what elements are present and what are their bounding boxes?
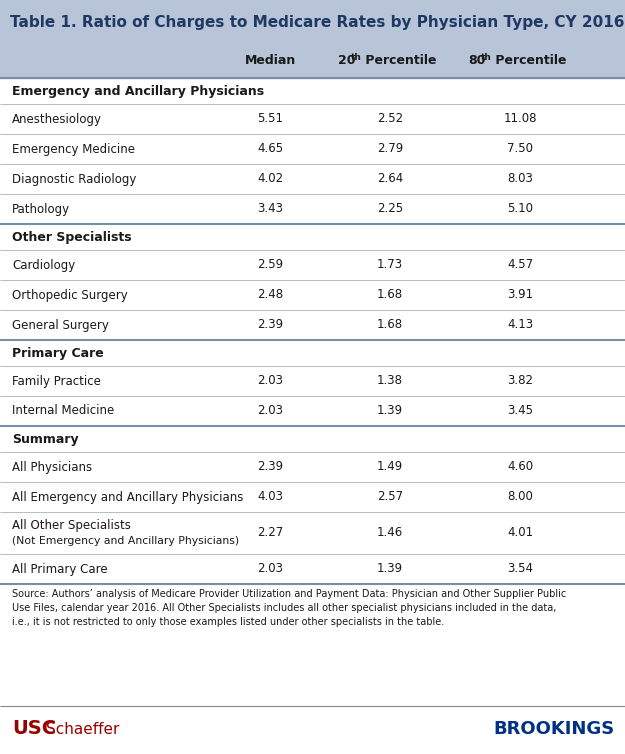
Text: 1.39: 1.39 [377,562,403,575]
Text: (Not Emergency and Ancillary Physicians): (Not Emergency and Ancillary Physicians) [12,535,239,546]
Text: 20: 20 [338,54,356,68]
Text: 2.52: 2.52 [377,112,403,125]
Text: 4.65: 4.65 [257,143,283,155]
Text: 1.68: 1.68 [377,289,403,302]
Text: Summary: Summary [12,433,79,446]
Text: All Emergency and Ancillary Physicians: All Emergency and Ancillary Physicians [12,491,243,504]
Text: 5.10: 5.10 [507,203,533,216]
Text: 2.25: 2.25 [377,203,403,216]
Text: 2.03: 2.03 [257,562,283,575]
Text: All Other Specialists: All Other Specialists [12,520,131,532]
Text: 4.13: 4.13 [507,318,533,332]
Text: Internal Medicine: Internal Medicine [12,404,114,418]
Text: 3.43: 3.43 [257,203,283,216]
Text: 3.91: 3.91 [507,289,533,302]
Text: 4.03: 4.03 [257,491,283,504]
Text: 8.03: 8.03 [507,173,533,185]
Text: Family Practice: Family Practice [12,375,101,388]
Text: Cardiology: Cardiology [12,259,75,271]
Text: Orthopedic Surgery: Orthopedic Surgery [12,289,128,302]
Bar [0,44,625,78]
Text: 2.64: 2.64 [377,173,403,185]
Text: 1.39: 1.39 [377,404,403,418]
Text: 1.73: 1.73 [377,259,403,271]
Text: 1.49: 1.49 [377,461,403,474]
Text: 2.48: 2.48 [257,289,283,302]
Text: 2.39: 2.39 [257,318,283,332]
Text: 2.27: 2.27 [257,526,283,540]
Text: Primary Care: Primary Care [12,347,104,360]
Text: 1.68: 1.68 [377,318,403,332]
Text: 2.03: 2.03 [257,404,283,418]
Text: Emergency and Ancillary Physicians: Emergency and Ancillary Physicians [12,84,264,97]
Text: 2.59: 2.59 [257,259,283,271]
Text: 4.02: 4.02 [257,173,283,185]
Text: Anesthesiology: Anesthesiology [12,112,102,125]
Text: 2.79: 2.79 [377,143,403,155]
Text: th: th [351,53,362,62]
Text: 1.38: 1.38 [377,375,403,388]
Text: All Physicians: All Physicians [12,461,92,474]
Text: 3.45: 3.45 [507,404,533,418]
Text: BROOKINGS: BROOKINGS [494,720,615,738]
Text: 2.39: 2.39 [257,461,283,474]
Text: 7.50: 7.50 [507,143,533,155]
Text: General Surgery: General Surgery [12,318,109,332]
Text: th: th [481,53,492,62]
Text: 2.57: 2.57 [377,491,403,504]
Text: 11.08: 11.08 [503,112,537,125]
Text: Diagnostic Radiology: Diagnostic Radiology [12,173,136,185]
Text: Percentile: Percentile [491,54,566,68]
Text: Schaeffer: Schaeffer [46,722,119,737]
Text: Pathology: Pathology [12,203,70,216]
Bar [0,78,625,754]
Text: 80: 80 [468,54,486,68]
Text: 5.51: 5.51 [257,112,283,125]
Text: 3.82: 3.82 [507,375,533,388]
Text: Other Specialists: Other Specialists [12,231,132,244]
Text: Median: Median [244,54,296,68]
Text: 4.57: 4.57 [507,259,533,271]
Text: 1.46: 1.46 [377,526,403,540]
Bar [0,0,625,44]
Text: 4.60: 4.60 [507,461,533,474]
Text: Percentile: Percentile [361,54,436,68]
Text: All Primary Care: All Primary Care [12,562,108,575]
Text: 3.54: 3.54 [507,562,533,575]
Text: 4.01: 4.01 [507,526,533,540]
Text: Source: Authors’ analysis of Medicare Provider Utilization and Payment Data: Phy: Source: Authors’ analysis of Medicare Pr… [12,589,566,627]
Text: Table 1. Ratio of Charges to Medicare Rates by Physician Type, CY 2016: Table 1. Ratio of Charges to Medicare Ra… [10,14,624,29]
Text: Emergency Medicine: Emergency Medicine [12,143,135,155]
Text: 2.03: 2.03 [257,375,283,388]
Text: 8.00: 8.00 [507,491,533,504]
Text: USC: USC [12,719,56,738]
